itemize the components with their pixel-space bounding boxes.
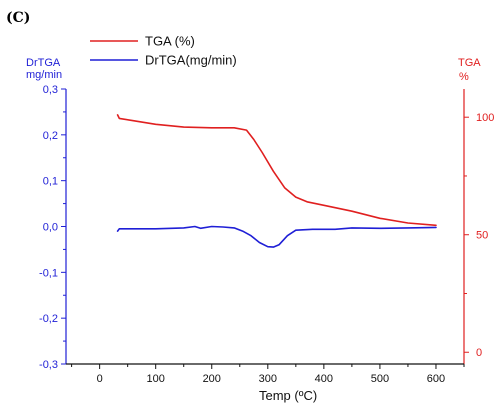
x-tick-label: 400 [315,373,333,385]
right-ticks: 0 50 100 [464,112,494,359]
legend-tga-label: TGA (%) [145,34,195,49]
left-tick-label: -0,2 [39,313,58,325]
legend: TGA (%) DrTGA(mg/min) [90,34,237,68]
left-tick-label: 0,2 [43,130,58,142]
x-tick-label: 300 [259,373,277,385]
left-axis-title-line1: DrTGA [26,57,61,69]
right-tick-label: 100 [476,112,494,124]
x-tick-label: 500 [371,373,389,385]
left-axis-title-line2: mg/min [26,69,62,81]
x-tick-label: 200 [203,373,221,385]
right-tick-label: 50 [476,230,488,242]
series-line-tga [116,114,437,227]
right-axis-title-line1: TGA [458,57,481,69]
x-ticks: 0 100 200 300 400 500 600 [71,364,465,385]
left-tick-label: 0,0 [43,222,58,234]
x-tick-label: 100 [147,373,165,385]
left-tick-label: -0,1 [39,267,58,279]
left-tick-label: 0,3 [43,84,58,96]
left-ticks: -0,3 -0,2 -0,1 0,0 0,1 0,2 0,3 [39,84,66,371]
x-tick-label: 600 [427,373,445,385]
series-layer [116,114,437,248]
right-axis-title-line2: % [459,71,469,83]
x-tick-label: 0 [97,373,103,385]
panel-label: (C) [6,10,30,26]
x-axis-title: Temp (ºC) [259,388,317,403]
left-tick-label: 0,1 [43,176,58,188]
series-line-drtga [116,225,437,248]
legend-drtga-label: DrTGA(mg/min) [145,53,237,68]
left-tick-label: -0,3 [39,359,58,371]
right-tick-label: 0 [476,347,482,359]
